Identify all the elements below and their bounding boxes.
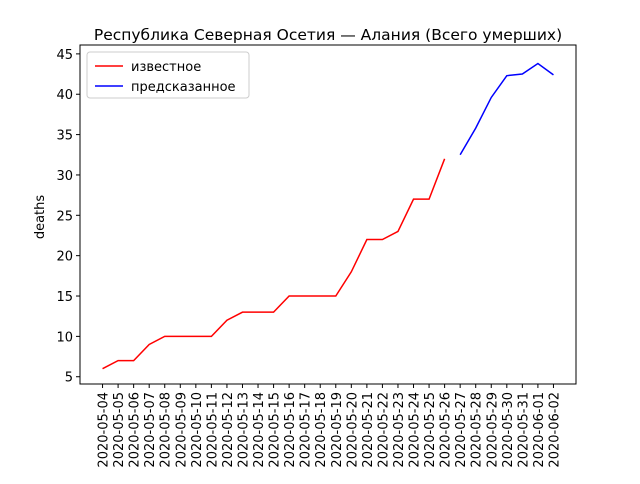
x-tick-label: 2020-05-21: [361, 392, 376, 468]
x-tick-label: 2020-05-08: [159, 392, 174, 468]
plot-area: [79, 44, 577, 385]
x-tick-label: 2020-05-09: [174, 392, 189, 468]
y-tick-label: 20: [56, 250, 73, 265]
x-tick-label: 2020-05-13: [236, 392, 251, 468]
x-tick-label: 2020-05-19: [330, 392, 345, 468]
y-tick-label: 25: [56, 209, 73, 224]
x-tick-label: 2020-06-02: [547, 392, 562, 468]
x-tick-label: 2020-05-17: [299, 392, 314, 468]
x-tick-label: 2020-05-11: [205, 392, 220, 468]
x-tick-label: 2020-05-22: [376, 392, 391, 468]
x-tick-label: 2020-05-20: [345, 392, 360, 468]
y-axis-label: deaths: [33, 195, 48, 240]
x-tick-label: 2020-05-05: [112, 392, 127, 468]
x-tick-label: 2020-05-23: [392, 392, 407, 468]
y-tick-label: 35: [56, 129, 73, 144]
x-tick-label: 2020-05-16: [283, 392, 298, 468]
x-tick-label: 2020-05-14: [252, 392, 267, 468]
x-tick-label: 2020-05-10: [190, 392, 205, 468]
x-tick-label: 2020-05-25: [423, 392, 438, 468]
x-tick-label: 2020-05-30: [501, 392, 516, 468]
x-tick-label: 2020-05-27: [454, 392, 469, 468]
line: [459, 62, 554, 156]
x-tick-label: 2020-05-04: [97, 392, 112, 468]
y-tick-label: 40: [56, 88, 73, 103]
x-tick-label: 2020-05-15: [268, 392, 283, 468]
chart-title: Республика Северная Осетия — Алания (Все…: [94, 26, 562, 44]
x-tick-label: 2020-05-28: [470, 392, 485, 468]
y-tick-label: 45: [56, 48, 73, 63]
x-tick-label: 2020-05-26: [439, 392, 454, 468]
line: [102, 158, 446, 370]
x-tick-label: 2020-05-29: [485, 392, 500, 468]
x-tick-label: 2020-05-18: [314, 392, 329, 468]
x-tick-label: 2020-05-31: [516, 392, 531, 468]
x-tick-label: 2020-05-06: [128, 392, 143, 468]
legend-label: предсказанное: [131, 80, 236, 95]
x-tick-label: 2020-05-24: [408, 392, 423, 468]
y-tick-label: 30: [56, 169, 73, 184]
y-tick-label: 15: [56, 290, 73, 305]
x-tick-label: 2020-06-01: [532, 392, 547, 468]
legend-label: известное: [131, 60, 201, 75]
y-tick-label: 10: [56, 330, 73, 345]
x-tick-label: 2020-05-07: [143, 392, 158, 468]
legend-box: [86, 51, 250, 99]
y-tick-label: 5: [65, 371, 73, 386]
x-tick-label: 2020-05-12: [221, 392, 236, 468]
